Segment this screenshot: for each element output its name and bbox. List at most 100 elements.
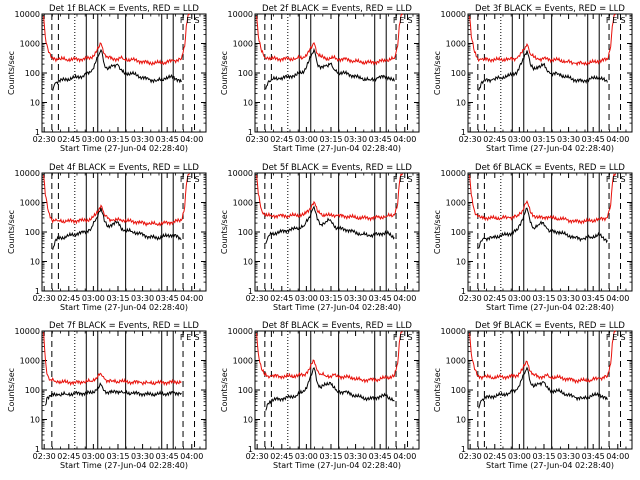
y-tick-label: 100 [238,386,253,395]
x-tick-label: 03:45 [156,294,179,303]
x-tick-label: 03:15 [319,452,342,461]
x-tick-label: 03:30 [131,135,154,144]
panel-9: Det 9f BLACK = Events, RED = LLD 1 10 100 10… [433,321,633,470]
panel-3: Det 3f BLACK = Events, RED = LLD 1 10 100 10… [433,4,633,153]
series-lld [256,331,403,384]
panel-title: Det 2f BLACK = Events, RED = LLD [262,4,412,14]
x-tick-label: 03:30 [131,294,154,303]
x-tick-label: 03:30 [344,452,367,461]
corner-label: S [620,175,625,184]
y-axis-label: Counts/sec [220,210,229,254]
y-tick-label: 1000 [20,199,40,208]
x-tick-label: 03:30 [344,135,367,144]
y-tick-label: 10 [456,99,466,108]
y-tick-label: 10000 [441,10,466,19]
x-tick-label: 03:15 [319,135,342,144]
x-tick-label: 03:15 [532,452,555,461]
panel-5: Det 5f BLACK = Events, RED = LLD 1 10 100 10… [220,163,420,312]
y-tick-label: 1000 [20,357,40,366]
x-tick-label: 03:15 [319,294,342,303]
x-tick-label: 02:45 [483,452,506,461]
y-tick-label: 1 [461,287,466,296]
y-tick-label: 100 [25,228,40,237]
y-tick-label: 100 [238,69,253,78]
x-tick-label: 02:45 [270,294,293,303]
y-tick-label: 1 [35,287,40,296]
y-tick-label: 10000 [15,327,40,336]
x-tick-label: 02:45 [483,135,506,144]
plot-frame [254,330,420,450]
x-tick-label: 03:30 [557,294,580,303]
panel-2: Det 2f BLACK = Events, RED = LLD 1 10 100 10… [220,4,420,153]
corner-label: F [180,175,185,184]
corner-label: E [612,333,617,342]
corner-label: E [186,16,191,25]
y-tick-label: 10000 [228,327,253,336]
y-tick-label: 10000 [15,169,40,178]
corner-label: F [606,16,611,25]
panel-title: Det 9f BLACK = Events, RED = LLD [475,321,625,331]
x-tick-label: 03:45 [369,135,392,144]
corner-label: S [407,175,412,184]
x-tick-label: 04:00 [393,135,416,144]
y-tick-label: 1 [248,445,253,454]
x-tick-label: 02:30 [459,294,482,303]
x-axis-label: Start Time (27-Jun-04 02:28:40) [273,303,401,312]
corner-label: S [194,16,199,25]
y-tick-label: 10 [30,416,40,425]
y-tick-label: 10000 [15,10,40,19]
x-tick-label: 02:30 [33,452,56,461]
panel-title: Det 5f BLACK = Events, RED = LLD [262,163,412,173]
x-tick-label: 03:45 [369,452,392,461]
x-tick-label: 02:30 [33,294,56,303]
series-lld [43,173,190,227]
y-tick-label: 1 [461,128,466,137]
corner-label: S [620,333,625,342]
corner-label: F [180,16,185,25]
corner-label: E [399,333,404,342]
series-events [44,382,182,406]
series-lld [469,173,617,225]
x-tick-label: 03:30 [557,135,580,144]
x-tick-label: 03:15 [106,135,129,144]
x-tick-label: 02:45 [57,294,80,303]
x-axis-label: Start Time (27-Jun-04 02:28:40) [60,461,188,470]
corner-label: S [407,16,412,25]
x-axis-label: Start Time (27-Jun-04 02:28:40) [486,461,614,470]
x-tick-label: 03:00 [82,135,105,144]
y-axis-label: Counts/sec [7,368,16,412]
series-events [265,205,395,244]
y-tick-label: 10 [456,416,466,425]
corner-label: F [606,175,611,184]
corner-label: E [399,175,404,184]
x-tick-label: 02:30 [246,135,269,144]
series-lld [43,13,190,67]
corner-label: S [407,333,412,342]
x-tick-label: 03:45 [156,452,179,461]
y-tick-label: 10 [243,416,253,425]
y-tick-label: 1000 [233,199,253,208]
series-lld [256,13,403,66]
x-tick-label: 03:30 [344,294,367,303]
plot-frame [41,330,207,450]
y-tick-label: 1000 [233,40,253,49]
x-tick-label: 03:00 [295,294,318,303]
x-tick-label: 02:45 [270,135,293,144]
corner-label: E [612,16,617,25]
x-tick-label: 04:00 [393,452,416,461]
x-tick-label: 02:30 [246,452,269,461]
plot-frame [41,172,207,292]
x-tick-label: 03:15 [532,135,555,144]
y-tick-label: 10000 [441,169,466,178]
corner-label: E [612,175,617,184]
corner-label: F [180,333,185,342]
y-tick-label: 100 [25,386,40,395]
y-tick-label: 1 [248,128,253,137]
series-lld [43,332,182,387]
x-tick-label: 03:00 [82,294,105,303]
panel-1: Det 1f BLACK = Events, RED = LLD 1 10 100 10… [7,4,207,153]
series-events [478,207,608,249]
y-tick-label: 1 [248,287,253,296]
y-tick-label: 10 [30,258,40,267]
